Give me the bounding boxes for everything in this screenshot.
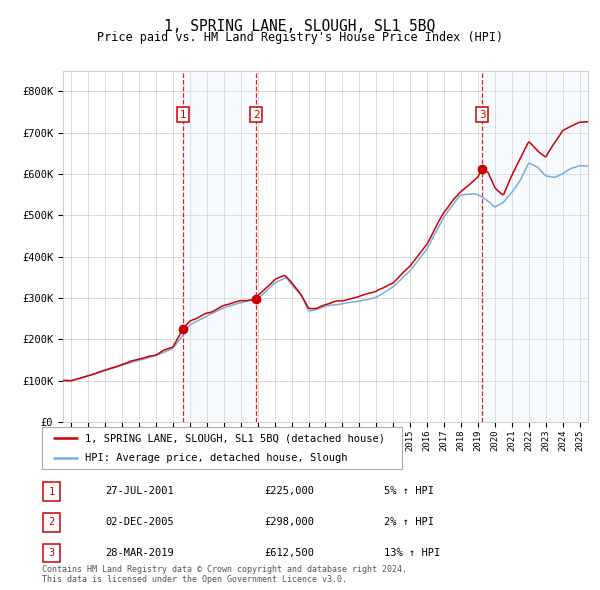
Text: 5% ↑ HPI: 5% ↑ HPI [384, 487, 434, 496]
Text: 27-JUL-2001: 27-JUL-2001 [105, 487, 174, 496]
Text: 13% ↑ HPI: 13% ↑ HPI [384, 548, 440, 558]
Text: Contains HM Land Registry data © Crown copyright and database right 2024.
This d: Contains HM Land Registry data © Crown c… [42, 565, 407, 584]
Bar [482, 71, 588, 422]
Text: 1: 1 [49, 487, 55, 497]
Text: 28-MAR-2019: 28-MAR-2019 [105, 548, 174, 558]
Text: Price paid vs. HM Land Registry's House Price Index (HPI): Price paid vs. HM Land Registry's House … [97, 31, 503, 44]
Bar [183, 71, 256, 422]
Text: 3: 3 [49, 548, 55, 558]
Text: 2: 2 [253, 110, 260, 120]
Text: 1: 1 [179, 110, 186, 120]
Text: 3: 3 [479, 110, 485, 120]
Text: £612,500: £612,500 [264, 548, 314, 558]
Text: £225,000: £225,000 [264, 487, 314, 496]
Text: 1, SPRING LANE, SLOUGH, SL1 5BQ (detached house): 1, SPRING LANE, SLOUGH, SL1 5BQ (detache… [85, 434, 385, 444]
Text: £298,000: £298,000 [264, 517, 314, 527]
FancyBboxPatch shape [43, 483, 60, 501]
FancyBboxPatch shape [43, 544, 60, 562]
FancyBboxPatch shape [43, 513, 60, 532]
Text: 2% ↑ HPI: 2% ↑ HPI [384, 517, 434, 527]
Text: 1, SPRING LANE, SLOUGH, SL1 5BQ: 1, SPRING LANE, SLOUGH, SL1 5BQ [164, 19, 436, 34]
Text: HPI: Average price, detached house, Slough: HPI: Average price, detached house, Slou… [85, 454, 348, 463]
Text: 02-DEC-2005: 02-DEC-2005 [105, 517, 174, 527]
Text: 2: 2 [49, 517, 55, 527]
FancyBboxPatch shape [42, 427, 402, 469]
